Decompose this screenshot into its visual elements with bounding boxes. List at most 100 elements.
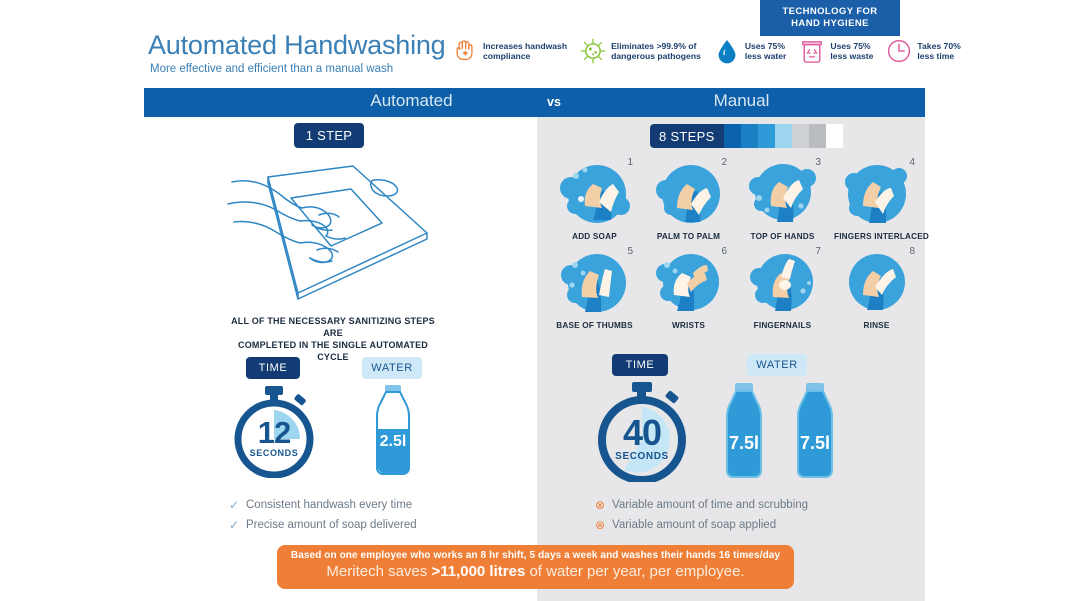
manual-step-pill: 8 STEPS bbox=[650, 124, 724, 148]
benefits-row: Increases handwash compliance Eli bbox=[452, 38, 961, 64]
cross-circle-icon: ⊗ bbox=[594, 518, 606, 532]
benefit-compliance-label: Increases handwash compliance bbox=[483, 40, 568, 62]
automated-step-pill: 1 STEP bbox=[294, 123, 364, 148]
savings-headline-post: of water per year, per employee. bbox=[525, 563, 745, 580]
list-item-label: Consistent handwash every time bbox=[246, 499, 413, 511]
benefit-water: Uses 75% less water bbox=[714, 38, 787, 64]
steps-gradient-seg-4 bbox=[774, 124, 792, 148]
benefit-water-label: Uses 75% less water bbox=[744, 40, 787, 62]
manual-step-4-caption: FINGERS INTERLACED bbox=[834, 232, 930, 241]
manual-step-4-number: 4 bbox=[909, 157, 915, 168]
page-title: Automated Handwashing bbox=[148, 30, 446, 60]
benefit-waste: Uses 75% less waste bbox=[799, 38, 873, 64]
automated-washer-illustration bbox=[222, 158, 442, 308]
savings-headline: Meritech saves >11,000 litres of water p… bbox=[277, 561, 794, 580]
manual-step-2-caption: PALM TO PALM bbox=[656, 232, 721, 241]
automated-cycle-note: ALL OF THE NECESSARY SANITIZING STEPS AR… bbox=[231, 316, 435, 362]
benefit-time-label: Takes 70% less time bbox=[917, 40, 961, 62]
list-item: ✓ Precise amount of soap delivered bbox=[228, 515, 417, 535]
benefit-pathogens: Eliminates >99.9% of dangerous pathogens bbox=[580, 38, 701, 64]
benefit-compliance: Increases handwash compliance bbox=[452, 38, 567, 64]
manual-step-2-number: 2 bbox=[721, 157, 727, 168]
manual-step-7-caption: FINGERNAILS bbox=[753, 321, 812, 330]
automated-stopwatch: 12 SECONDS bbox=[232, 386, 316, 479]
manual-step-7-number: 7 bbox=[815, 246, 821, 257]
manual-step-1-number: 1 bbox=[627, 157, 633, 168]
manual-step-5: 5 BASE OF THUMBS bbox=[552, 246, 637, 330]
recycle-bin-icon bbox=[799, 38, 825, 64]
automated-water-value: 2.5l bbox=[379, 433, 407, 450]
manual-time-unit: SECONDS bbox=[615, 451, 669, 462]
steps-gradient-seg-2 bbox=[740, 124, 758, 148]
manual-steps-grid: 1 ADD SOAP 2 bbox=[552, 157, 930, 336]
automated-water-bottle: 2.5l bbox=[368, 385, 418, 480]
manual-water-tag: WATER bbox=[747, 354, 807, 376]
technology-badge: TECHNOLOGY FOR HAND HYGIENE bbox=[760, 0, 900, 36]
manual-stopwatch: 40 SECONDS bbox=[594, 382, 690, 484]
manual-step-3-number: 3 bbox=[815, 157, 821, 168]
manual-drawbacks-list: ⊗ Variable amount of time and scrubbing … bbox=[594, 495, 808, 535]
steps-gradient-seg-7 bbox=[825, 124, 843, 148]
comparison-header-bar: Automated vs Manual bbox=[144, 88, 925, 117]
check-icon: ✓ bbox=[228, 518, 240, 532]
savings-headline-bold: >11,000 litres bbox=[431, 563, 526, 580]
manual-time-value: 40 bbox=[622, 412, 662, 453]
list-item-label: Precise amount of soap delivered bbox=[246, 519, 417, 531]
savings-headline-pre: Meritech saves bbox=[326, 563, 432, 580]
manual-step-6-number: 6 bbox=[721, 246, 727, 257]
savings-footer: Based on one employee who works an 8 hr … bbox=[277, 545, 794, 589]
automated-time-unit: SECONDS bbox=[249, 448, 299, 458]
manual-step-7: 7 FINGERNAILS bbox=[740, 246, 825, 330]
header-automated-label: Automated bbox=[370, 91, 453, 110]
technology-badge-line2: HAND HYGIENE bbox=[791, 18, 869, 29]
automated-benefits-list: ✓ Consistent handwash every time ✓ Preci… bbox=[228, 495, 417, 535]
list-item-label: Variable amount of soap applied bbox=[612, 519, 777, 531]
steps-gradient-seg-1 bbox=[723, 124, 741, 148]
cross-circle-icon: ⊗ bbox=[594, 498, 606, 512]
clock-icon bbox=[886, 38, 912, 64]
list-item-label: Variable amount of time and scrubbing bbox=[612, 499, 809, 511]
automated-water-tag: WATER bbox=[362, 357, 422, 379]
manual-step-5-caption: BASE OF THUMBS bbox=[556, 321, 633, 330]
benefit-waste-label: Uses 75% less waste bbox=[830, 40, 874, 62]
manual-water-value-2: 7.5l bbox=[799, 433, 831, 453]
manual-step-8-number: 8 bbox=[909, 246, 915, 257]
list-item: ✓ Consistent handwash every time bbox=[228, 495, 417, 515]
check-icon: ✓ bbox=[228, 498, 240, 512]
manual-step-8-caption: RINSE bbox=[863, 321, 890, 330]
manual-step-6: 6 WRISTS bbox=[646, 246, 731, 330]
manual-steps-row-1: 1 ADD SOAP 2 bbox=[552, 157, 930, 241]
steps-gradient-seg-5 bbox=[791, 124, 809, 148]
manual-water-bottle-2: 7.5l bbox=[787, 383, 843, 483]
manual-step-8: 8 RINSE bbox=[834, 246, 919, 330]
steps-gradient-seg-3 bbox=[757, 124, 775, 148]
manual-step-6-caption: WRISTS bbox=[671, 321, 706, 330]
manual-step-3-caption: TOP OF HANDS bbox=[750, 232, 815, 241]
manual-steps-bar: 8 STEPS bbox=[650, 124, 843, 148]
manual-steps-row-2: 5 BASE OF THUMBS 6 bbox=[552, 246, 922, 330]
technology-badge-line1: TECHNOLOGY FOR bbox=[782, 6, 878, 17]
manual-step-1-caption: ADD SOAP bbox=[572, 232, 617, 241]
manual-step-3: 3 TOP OF HANDS bbox=[740, 157, 825, 241]
manual-step-1: 1 ADD SOAP bbox=[552, 157, 637, 241]
manual-step-4: 4 FINGERS INTERLACED bbox=[834, 157, 930, 241]
list-item: ⊗ Variable amount of soap applied bbox=[594, 515, 808, 535]
manual-step-2: 2 PALM TO PALM bbox=[646, 157, 731, 241]
automated-time-value: 12 bbox=[257, 415, 291, 450]
water-drop-icon bbox=[714, 38, 740, 64]
list-item: ⊗ Variable amount of time and scrubbing bbox=[594, 495, 808, 515]
germ-icon bbox=[580, 38, 606, 64]
benefit-time: Takes 70% less time bbox=[886, 38, 961, 64]
automated-time-tag: TIME bbox=[246, 357, 300, 379]
savings-assumption-text: Based on one employee who works an 8 hr … bbox=[290, 550, 781, 561]
manual-water-value-1: 7.5l bbox=[728, 433, 760, 453]
steps-gradient-seg-6 bbox=[808, 124, 826, 148]
manual-step-5-number: 5 bbox=[627, 246, 633, 257]
manual-time-tag: TIME bbox=[612, 354, 668, 376]
benefit-pathogens-label: Eliminates >99.9% of dangerous pathogens bbox=[611, 40, 701, 62]
page-subtitle: More effective and efficient than a manu… bbox=[150, 63, 394, 75]
header-vs-label: vs bbox=[547, 95, 561, 109]
header-manual-label: Manual bbox=[713, 91, 770, 110]
hand-plus-icon bbox=[452, 38, 478, 64]
